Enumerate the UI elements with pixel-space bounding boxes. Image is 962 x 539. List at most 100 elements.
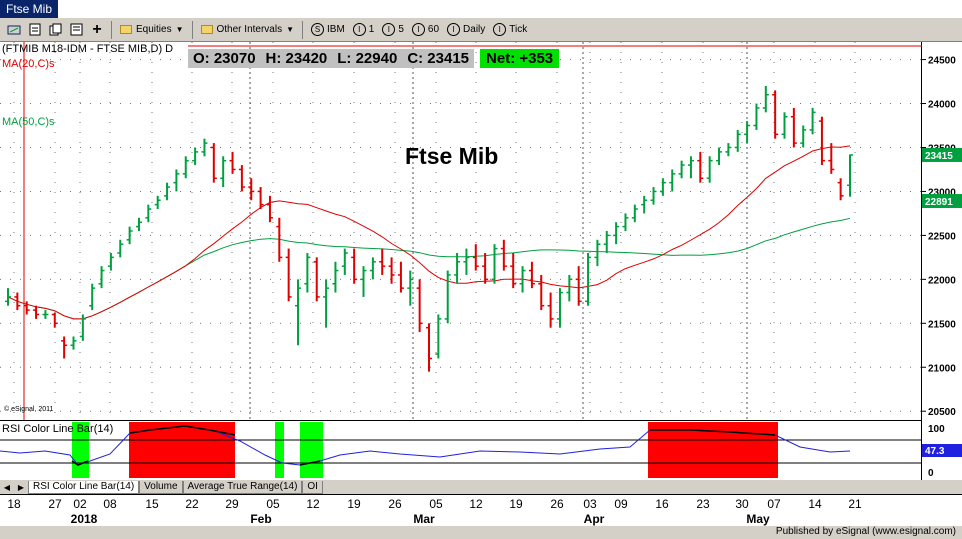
tab-rsi[interactable]: RSI Color Line Bar(14) xyxy=(28,480,140,494)
ohlc-bar xyxy=(847,154,853,197)
x-month-label: May xyxy=(746,512,770,526)
y-axis: 2450024000235002300022500220002150021000… xyxy=(922,42,962,480)
add-icon[interactable]: + xyxy=(92,20,102,38)
ohlc-bar xyxy=(388,257,395,284)
x-tick: 18 xyxy=(7,497,21,511)
toolbar-separator xyxy=(302,20,304,39)
folder-icon xyxy=(120,25,132,34)
ma50-label: MA(50,C)s xyxy=(2,116,55,128)
rsi-zone-oversold xyxy=(300,422,323,478)
ohlc-bar xyxy=(397,261,404,293)
x-tick: 05 xyxy=(429,497,443,511)
x-month-label: Mar xyxy=(413,512,435,526)
x-tick: 26 xyxy=(550,497,564,511)
ohlc-bar xyxy=(641,195,648,214)
y-tick-label: 22500 xyxy=(928,231,956,242)
toolbar-separator xyxy=(111,20,112,39)
rsi-panel[interactable] xyxy=(0,420,922,480)
ohlc-bar xyxy=(790,107,797,148)
ohlc-bar xyxy=(818,116,825,166)
window-title[interactable]: Ftse Mib xyxy=(0,0,59,18)
intervals-dropdown[interactable]: Other Intervals ▼ xyxy=(198,20,298,40)
x-tick: 29 xyxy=(225,497,239,511)
ohlc-bar xyxy=(266,195,273,223)
open-value: O: 23070 xyxy=(188,49,261,68)
ohlc-bar xyxy=(285,248,292,302)
x-tick: 03 xyxy=(583,497,597,511)
ma50-line xyxy=(7,217,851,320)
equities-dropdown[interactable]: Equities ▼ xyxy=(117,20,187,40)
ohlc-bar xyxy=(444,270,451,324)
ohlc-bar xyxy=(164,182,171,201)
ohlc-bar xyxy=(126,226,133,245)
ohlc-bar xyxy=(463,248,470,275)
tab-scroll-right-icon[interactable]: ▶ xyxy=(17,482,25,492)
close-value: C: 23415 xyxy=(402,49,475,68)
ohlc-bar xyxy=(201,138,208,157)
x-month-label: 2018 xyxy=(70,512,98,526)
x-tick: 27 xyxy=(48,497,62,511)
ohlc-bar xyxy=(547,292,554,328)
rsi-value-label: 47.3 xyxy=(925,446,945,457)
ohlc-bar xyxy=(772,90,779,139)
y-tick-label: 24500 xyxy=(928,56,956,67)
symbol-icon: S xyxy=(311,23,325,36)
x-axis: 18 27 02 08 15 22 29 05 12 19 26 05 12 1… xyxy=(0,494,962,526)
ohlc-bar xyxy=(14,292,21,311)
interval-60-button[interactable]: I 60 xyxy=(409,20,442,40)
ohlc-bar xyxy=(575,266,582,306)
price-chart-svg xyxy=(0,42,922,420)
folder-icon xyxy=(200,25,213,34)
ohlc-bar xyxy=(613,222,620,245)
ohlc-bar xyxy=(23,301,30,315)
ohlc-bar xyxy=(229,151,236,174)
ohlc-bar xyxy=(491,244,498,284)
y-tick-label: 24000 xyxy=(928,100,956,111)
interval-daily-button[interactable]: I Daily xyxy=(444,20,488,40)
chevron-down-icon: ▼ xyxy=(286,25,295,34)
x-tick: 07 xyxy=(767,497,781,511)
interval-icon: I xyxy=(447,23,461,36)
rsi-axis-0: 0 xyxy=(928,468,934,479)
tab-volume[interactable]: Volume xyxy=(139,480,183,494)
ohlc-bar xyxy=(323,279,330,328)
tab-atr[interactable]: Average True Range(14) xyxy=(182,480,303,494)
ohlc-bar xyxy=(669,169,676,192)
copy-icon[interactable] xyxy=(46,20,65,40)
ohlc-bar xyxy=(257,187,264,210)
ohlc-bar xyxy=(472,244,479,271)
chart-icon[interactable] xyxy=(4,20,24,40)
ohlc-bar xyxy=(734,129,741,152)
price-chart[interactable] xyxy=(0,42,922,420)
ohlc-bar xyxy=(220,156,227,188)
tab-oi[interactable]: OI xyxy=(302,480,323,494)
ohlc-bar xyxy=(697,151,704,183)
ohlc-bar xyxy=(276,217,283,262)
symbol-ibm-button[interactable]: S IBM xyxy=(308,20,348,40)
x-tick: 05 xyxy=(266,497,280,511)
x-tick: 02 xyxy=(73,497,87,511)
ohlc-bar xyxy=(603,231,610,253)
high-value: H: 23420 xyxy=(260,49,333,68)
ohlc-bar xyxy=(182,156,189,179)
x-tick: 16 xyxy=(655,497,669,511)
ohlc-bar xyxy=(500,239,507,271)
chevron-down-icon: ▼ xyxy=(175,25,184,34)
x-tick: 12 xyxy=(306,497,320,511)
ohlc-bar xyxy=(566,274,573,302)
ohlc-bar xyxy=(313,257,320,302)
ohlc-bar xyxy=(192,147,199,166)
page-icon[interactable] xyxy=(26,20,44,40)
ohlc-bar xyxy=(61,336,68,359)
rsi-value-marker xyxy=(922,444,962,457)
ohlc-bar xyxy=(435,314,442,359)
interval-tick-button[interactable]: I Tick xyxy=(490,20,530,40)
ohlc-bar xyxy=(837,178,844,201)
ohlc-bar xyxy=(117,239,124,258)
y-tick-label: 21500 xyxy=(928,319,956,330)
tab-scroll-left-icon[interactable]: ◀ xyxy=(3,482,11,492)
ohlc-bar xyxy=(678,160,685,179)
list-icon[interactable] xyxy=(67,20,86,40)
